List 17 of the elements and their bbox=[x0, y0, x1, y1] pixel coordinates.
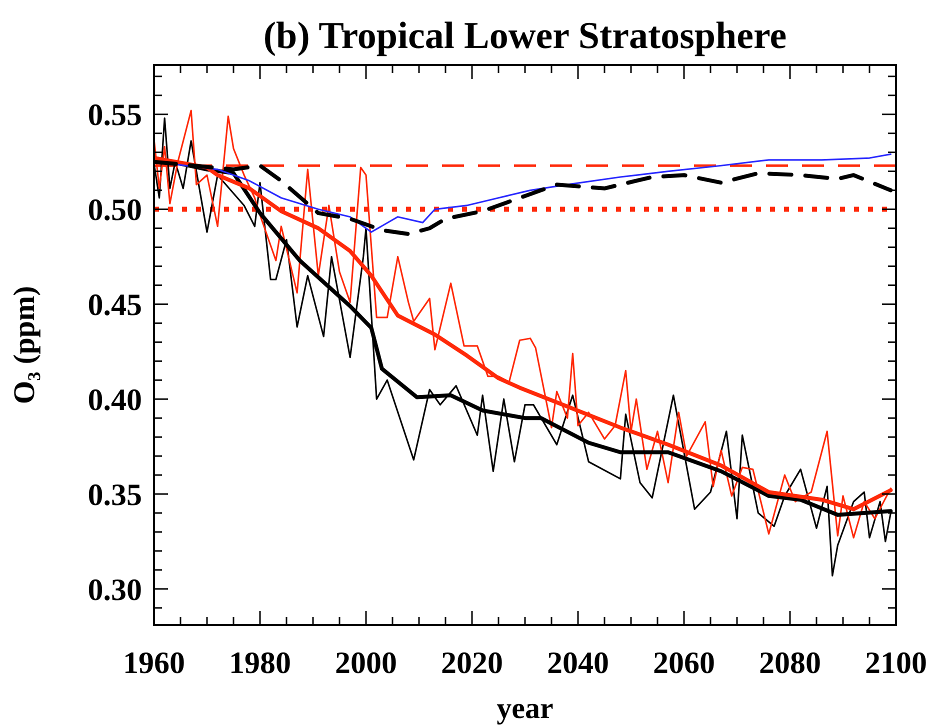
y-axis-title: O₃ (ppm) bbox=[8, 286, 41, 404]
y-tick-label: 0.45 bbox=[88, 287, 142, 322]
x-tick-label: 2100 bbox=[865, 645, 927, 680]
y-tick-label: 0.40 bbox=[88, 382, 142, 417]
y-tick-label: 0.55 bbox=[88, 97, 142, 132]
x-tick-label: 2000 bbox=[335, 645, 397, 680]
y-tick-label: 0.50 bbox=[88, 192, 142, 228]
x-tick-label: 2040 bbox=[547, 645, 609, 680]
x-tick-label: 2020 bbox=[441, 645, 503, 680]
x-tick-label: 2080 bbox=[759, 645, 821, 680]
y-tick-label: 0.35 bbox=[88, 476, 142, 512]
y-tick-label: 0.30 bbox=[88, 572, 142, 607]
x-tick-label: 1980 bbox=[229, 645, 291, 680]
chart-title: (b) Tropical Lower Stratosphere bbox=[263, 15, 787, 57]
x-tick-label: 2060 bbox=[653, 645, 715, 680]
x-axis-title: year bbox=[496, 692, 554, 725]
x-tick-label: 1960 bbox=[123, 645, 185, 680]
